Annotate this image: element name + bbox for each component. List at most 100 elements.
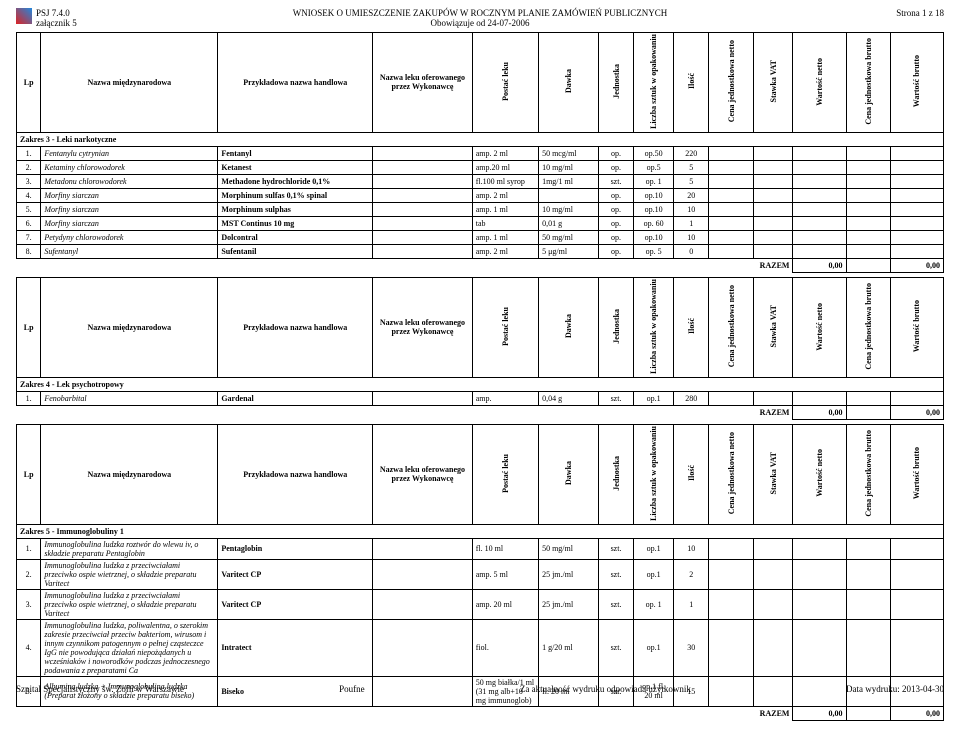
- razem-empty: [846, 258, 890, 272]
- table-row: 7. Petydyny chlorowodorek Dolcontral amp…: [17, 230, 944, 244]
- cell-stawka: [753, 174, 793, 188]
- doc-title: WNIOSEK O UMIESZCZENIE ZAKUPÓW W ROCZNYM…: [293, 8, 667, 18]
- col-jednostka: Jednostka: [598, 33, 633, 133]
- section-title: Zakres 4 - Lek psychotropowy: [17, 377, 944, 391]
- col-cena-brutto: Cena jednostkowa brutto: [846, 277, 890, 377]
- cell-wart-netto: [793, 146, 846, 160]
- footer-date: Data wydruku: 2013-04-30: [846, 684, 944, 694]
- col-jednostka: Jednostka: [598, 277, 633, 377]
- cell-wart-netto: [793, 244, 846, 258]
- cell-handlowa: Varitect CP: [218, 559, 373, 589]
- cell-intl: Immunoglobulina ludzka z przeciwciałami …: [41, 589, 218, 619]
- col-oferowane: Nazwa leku oferowanego przez Wykonawcę: [373, 33, 473, 133]
- cell-dawka: [539, 188, 599, 202]
- cell-dawka: 10 mg/ml: [539, 160, 599, 174]
- cell-handlowa: Methadone hydrochloride 0,1%: [218, 174, 373, 188]
- col-stawka: Stawka VAT: [753, 277, 793, 377]
- cell-intl: Morfiny siarczan: [41, 202, 218, 216]
- cell-handlowa: Sufentanil: [218, 244, 373, 258]
- cell-ilosc: 1: [674, 216, 709, 230]
- cell-intl: Immunoglobulina ludzka, poliwalentna, o …: [41, 619, 218, 676]
- cell-intl: Sufentanyl: [41, 244, 218, 258]
- cell-ilosc: 10: [674, 538, 709, 559]
- col-jednostka: Jednostka: [598, 424, 633, 524]
- cell-oferowane: [373, 188, 473, 202]
- cell-oferowane: [373, 559, 473, 589]
- razem-netto: 0,00: [793, 706, 846, 720]
- cell-wart-brutto: [890, 146, 943, 160]
- cell-liczba: op. 1: [634, 174, 674, 188]
- razem-empty: [846, 405, 890, 419]
- cell-wart-brutto: [890, 216, 943, 230]
- cell-dawka: 5 μg/ml: [539, 244, 599, 258]
- section-title-row: Zakres 4 - Lek psychotropowy: [17, 377, 944, 391]
- cell-stawka: [753, 188, 793, 202]
- col-cena-brutto: Cena jednostkowa brutto: [846, 33, 890, 133]
- section-title-row: Zakres 5 - Immunoglobuliny 1: [17, 524, 944, 538]
- cell-lp: 4.: [17, 619, 41, 676]
- cell-cena-brutto: [846, 216, 890, 230]
- cell-liczba: op. 1: [634, 589, 674, 619]
- col-stawka: Stawka VAT: [753, 33, 793, 133]
- cell-jednostka: szt.: [598, 391, 633, 405]
- razem-netto: 0,00: [793, 258, 846, 272]
- razem-label: RAZEM: [17, 405, 793, 419]
- razem-brutto: 0,00: [890, 706, 943, 720]
- cell-handlowa: Morphinum sulphas: [218, 202, 373, 216]
- cell-cena-brutto: [846, 160, 890, 174]
- col-postac: Postać leku: [472, 277, 538, 377]
- cell-intl: Ketaminy chlorowodorek: [41, 160, 218, 174]
- section-title: Zakres 3 - Leki narkotyczne: [17, 132, 944, 146]
- cell-dawka: 25 jm./ml: [539, 589, 599, 619]
- cell-jednostka: op.: [598, 160, 633, 174]
- data-table: Lp Nazwa międzynarodowa Przykładowa nazw…: [16, 424, 944, 721]
- cell-stawka: [753, 538, 793, 559]
- cell-liczba: op.5: [634, 160, 674, 174]
- cell-liczba: op.1: [634, 619, 674, 676]
- cell-cena-brutto: [846, 230, 890, 244]
- cell-intl: Petydyny chlorowodorek: [41, 230, 218, 244]
- cell-cena-brutto: [846, 559, 890, 589]
- cell-cena-netto: [709, 188, 753, 202]
- cell-stawka: [753, 589, 793, 619]
- col-ilosc: Ilość: [674, 33, 709, 133]
- col-lp: Lp: [17, 33, 41, 133]
- data-table: Lp Nazwa międzynarodowa Przykładowa nazw…: [16, 32, 944, 273]
- col-dawka: Dawka: [539, 277, 599, 377]
- col-lp: Lp: [17, 424, 41, 524]
- cell-liczba: op.50: [634, 146, 674, 160]
- cell-wart-brutto: [890, 160, 943, 174]
- cell-cena-netto: [709, 244, 753, 258]
- cell-cena-brutto: [846, 188, 890, 202]
- cell-postac: amp. 5 ml: [472, 559, 538, 589]
- cell-wart-netto: [793, 160, 846, 174]
- header-left: PSJ 7.4.0 załącznik 5: [36, 8, 77, 28]
- cell-oferowane: [373, 538, 473, 559]
- cell-jednostka: szt.: [598, 559, 633, 589]
- col-wart-brutto: Wartość brutto: [890, 424, 943, 524]
- cell-liczba: op.10: [634, 230, 674, 244]
- col-wart-netto: Wartość netto: [793, 277, 846, 377]
- cell-jednostka: op.: [598, 202, 633, 216]
- cell-wart-brutto: [890, 244, 943, 258]
- page-number: Strona 1 z 18: [896, 8, 944, 18]
- cell-oferowane: [373, 202, 473, 216]
- cell-lp: 6.: [17, 216, 41, 230]
- cell-intl: Immunoglobulina ludzka roztwór do wlewu …: [41, 538, 218, 559]
- cell-ilosc: 10: [674, 230, 709, 244]
- table-row: 1. Immunoglobulina ludzka roztwór do wle…: [17, 538, 944, 559]
- section-title: Zakres 5 - Immunoglobuliny 1: [17, 524, 944, 538]
- cell-jednostka: szt.: [598, 538, 633, 559]
- cell-postac: amp. 2 ml: [472, 146, 538, 160]
- razem-brutto: 0,00: [890, 258, 943, 272]
- cell-lp: 2.: [17, 160, 41, 174]
- cell-ilosc: 20: [674, 188, 709, 202]
- cell-oferowane: [373, 619, 473, 676]
- cell-cena-brutto: [846, 619, 890, 676]
- cell-dawka: 50 mg/ml: [539, 230, 599, 244]
- cell-cena-netto: [709, 160, 753, 174]
- cell-intl: Fenobarbital: [41, 391, 218, 405]
- cell-oferowane: [373, 146, 473, 160]
- col-wart-brutto: Wartość brutto: [890, 277, 943, 377]
- col-handlowa: Przykładowa nazwa handlowa: [218, 424, 373, 524]
